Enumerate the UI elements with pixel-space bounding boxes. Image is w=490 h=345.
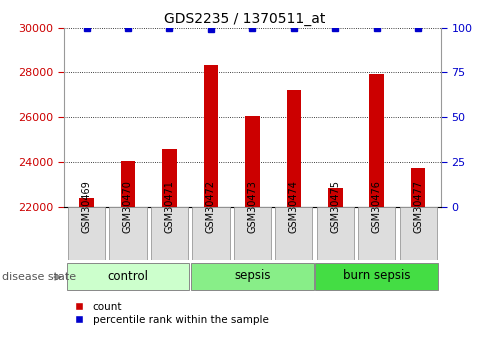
Bar: [67, 263, 189, 290]
Bar: [328, 188, 343, 207]
Text: GSM30476: GSM30476: [372, 180, 382, 233]
Text: GSM30470: GSM30470: [123, 180, 133, 233]
Bar: [68, 207, 105, 260]
Text: GSM30477: GSM30477: [413, 180, 423, 233]
Text: GSM30471: GSM30471: [165, 180, 174, 233]
Bar: [399, 207, 437, 260]
Text: sepsis: sepsis: [234, 269, 270, 283]
Bar: [192, 207, 229, 260]
Bar: [191, 263, 314, 290]
Bar: [245, 116, 260, 207]
Bar: [109, 207, 147, 260]
Legend: count, percentile rank within the sample: count, percentile rank within the sample: [69, 302, 269, 325]
Bar: [316, 263, 438, 290]
Bar: [151, 207, 188, 260]
Text: GSM30472: GSM30472: [206, 180, 216, 233]
Text: control: control: [107, 269, 148, 283]
Bar: [204, 65, 218, 207]
Text: GSM30469: GSM30469: [81, 180, 92, 233]
Bar: [79, 198, 94, 207]
Bar: [287, 90, 301, 207]
Bar: [162, 149, 177, 207]
Text: GSM30474: GSM30474: [289, 180, 299, 233]
Text: GDS2235 / 1370511_at: GDS2235 / 1370511_at: [164, 12, 326, 26]
Bar: [411, 168, 425, 207]
Bar: [369, 73, 384, 207]
Text: GSM30475: GSM30475: [330, 180, 340, 233]
Bar: [358, 207, 395, 260]
Text: burn sepsis: burn sepsis: [343, 269, 411, 283]
Bar: [317, 207, 354, 260]
Bar: [275, 207, 313, 260]
Text: GSM30473: GSM30473: [247, 180, 257, 233]
Bar: [234, 207, 271, 260]
Text: disease state: disease state: [2, 272, 76, 282]
Bar: [121, 161, 135, 207]
